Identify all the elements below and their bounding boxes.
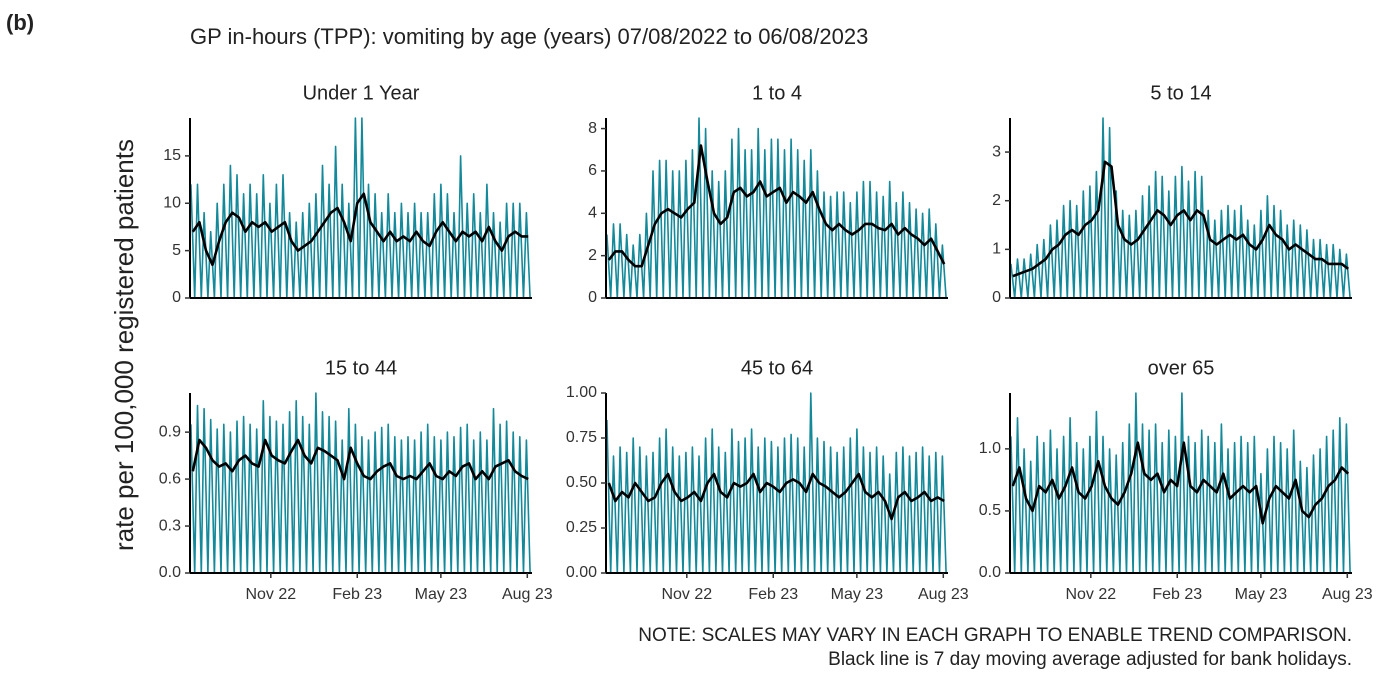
y-tick-label: 4 <box>588 205 597 222</box>
series-line <box>606 117 947 299</box>
y-tick-label: 1.00 <box>566 384 597 401</box>
y-axis-label: rate per 100,000 registered patients <box>109 139 139 551</box>
x-tick-label: May 23 <box>1235 586 1288 603</box>
y-tick-label: 0.6 <box>159 470 181 487</box>
series-line <box>1011 441 1350 525</box>
panel-title: Under 1 Year <box>303 82 420 104</box>
y-tick-label: 0.50 <box>566 474 597 491</box>
y-tick-label: 0.3 <box>159 517 181 534</box>
x-tick-label: Feb 23 <box>332 586 382 603</box>
y-tick-label: 0.9 <box>159 423 181 440</box>
x-tick-label: Nov 22 <box>661 586 712 603</box>
x-tick-label: Aug 23 <box>918 586 969 603</box>
y-tick-label: 6 <box>588 162 597 179</box>
series-line <box>1012 160 1349 278</box>
y-tick-label: 0.0 <box>979 564 1001 581</box>
y-tick-label: 8 <box>588 120 597 137</box>
y-tick-label: 0.25 <box>566 519 597 536</box>
y-tick-label: 0.00 <box>566 564 597 581</box>
y-tick-label: 0.75 <box>566 429 597 446</box>
series-line <box>1010 392 1351 574</box>
x-tick-label: Feb 23 <box>1152 586 1202 603</box>
y-tick-label: 0 <box>588 289 597 306</box>
series-line <box>607 144 946 268</box>
x-tick-label: Nov 22 <box>245 586 296 603</box>
series-line <box>1010 117 1351 299</box>
x-tick-label: May 23 <box>415 586 468 603</box>
x-tick-label: Aug 23 <box>502 586 553 603</box>
panel-label: (b) <box>6 10 34 35</box>
y-tick-label: 2 <box>588 247 597 264</box>
y-tick-label: 0 <box>992 289 1001 306</box>
y-tick-label: 15 <box>163 147 181 164</box>
series-line <box>607 472 945 521</box>
x-tick-label: Feb 23 <box>748 586 798 603</box>
x-tick-label: May 23 <box>831 586 884 603</box>
panel-title: 45 to 64 <box>741 357 813 379</box>
x-tick-label: Aug 23 <box>1322 586 1373 603</box>
series-line <box>191 438 529 481</box>
figure-title: GP in-hours (TPP): vomiting by age (year… <box>190 24 868 49</box>
x-tick-label: Nov 22 <box>1065 586 1116 603</box>
y-tick-label: 0 <box>172 289 181 306</box>
y-tick-label: 3 <box>992 143 1001 160</box>
panel-title: 15 to 44 <box>325 357 397 379</box>
y-tick-label: 1.0 <box>979 440 1001 457</box>
panel-title: 1 to 4 <box>752 82 802 104</box>
panel-title: 5 to 14 <box>1150 82 1211 104</box>
series-line <box>190 392 531 574</box>
series-line <box>190 117 531 299</box>
note: Black line is 7 day moving average adjus… <box>828 649 1352 670</box>
y-tick-label: 0.5 <box>979 502 1001 519</box>
panel-title: over 65 <box>1148 357 1215 379</box>
y-tick-label: 5 <box>172 242 181 259</box>
y-tick-label: 2 <box>992 192 1001 209</box>
series-line <box>606 392 947 574</box>
series-line <box>191 192 529 267</box>
y-tick-label: 1 <box>992 241 1001 258</box>
y-tick-label: 0.0 <box>159 564 181 581</box>
y-tick-label: 10 <box>163 194 181 211</box>
note: NOTE: SCALES MAY VARY IN EACH GRAPH TO E… <box>638 625 1352 646</box>
